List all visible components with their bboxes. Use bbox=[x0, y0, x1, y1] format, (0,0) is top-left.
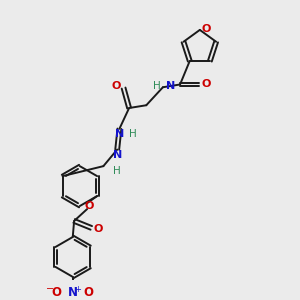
Text: O: O bbox=[202, 80, 211, 89]
Text: N: N bbox=[116, 129, 124, 139]
Text: N: N bbox=[68, 286, 78, 299]
Text: +: + bbox=[74, 285, 81, 294]
Text: O: O bbox=[112, 81, 121, 91]
Text: O: O bbox=[52, 286, 62, 299]
Text: O: O bbox=[201, 23, 211, 34]
Text: H: H bbox=[129, 129, 137, 139]
Text: −: − bbox=[46, 284, 54, 294]
Text: N: N bbox=[166, 81, 176, 92]
Text: H: H bbox=[153, 81, 161, 92]
Text: N: N bbox=[113, 149, 122, 160]
Text: H: H bbox=[113, 166, 121, 176]
Text: O: O bbox=[85, 201, 94, 211]
Text: O: O bbox=[94, 224, 103, 234]
Text: O: O bbox=[84, 286, 94, 299]
